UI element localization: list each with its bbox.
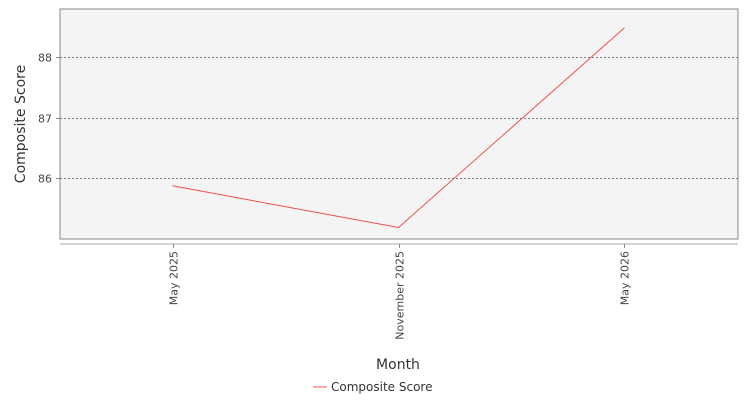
y-axis-title: Composite Score [13, 65, 29, 183]
y-tick-label: 86 [38, 173, 52, 186]
x-tick-label: November 2025 [394, 251, 407, 340]
series-lines [172, 27, 625, 229]
x-tick-label: May 2025 [168, 251, 181, 305]
legend-label-composite-score: Composite Score [331, 380, 432, 394]
x-tick-label: May 2026 [619, 251, 632, 305]
y-axis-ticks: 86 87 88 [38, 52, 60, 186]
x-axis-ticks: May 2025 November 2025 May 2026 [60, 243, 738, 340]
x-axis-title: Month [376, 357, 420, 373]
data-point [172, 185, 174, 187]
data-point [397, 226, 400, 229]
y-tick-label: 88 [38, 52, 52, 65]
plot-background [59, 8, 739, 240]
plot-area [59, 8, 739, 240]
data-point [623, 27, 625, 29]
y-tick-label: 87 [38, 113, 52, 126]
legend: Composite Score [313, 380, 432, 394]
